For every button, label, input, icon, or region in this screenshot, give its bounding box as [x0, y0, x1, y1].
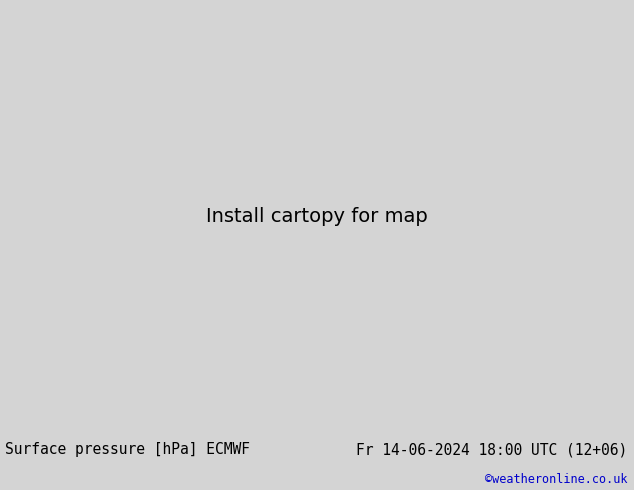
- Text: ©weatheronline.co.uk: ©weatheronline.co.uk: [485, 473, 628, 486]
- Text: Surface pressure [hPa] ECMWF: Surface pressure [hPa] ECMWF: [5, 442, 250, 457]
- Text: Fr 14-06-2024 18:00 UTC (12+06): Fr 14-06-2024 18:00 UTC (12+06): [356, 442, 628, 457]
- Text: Install cartopy for map: Install cartopy for map: [206, 207, 428, 225]
